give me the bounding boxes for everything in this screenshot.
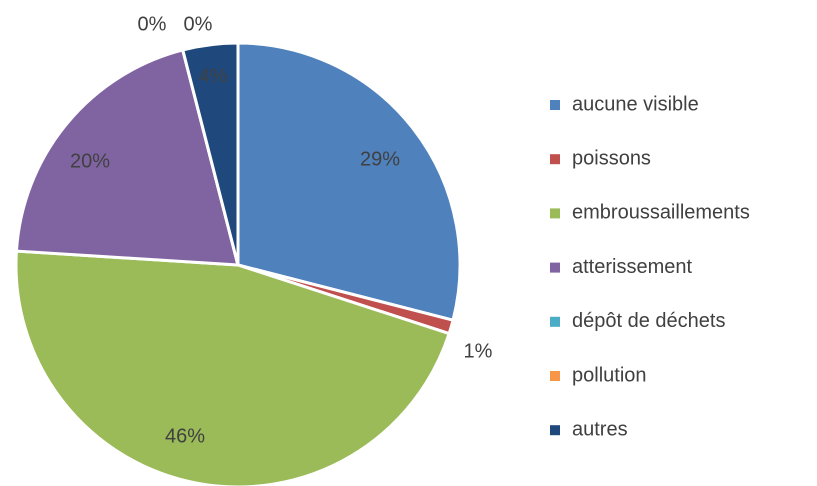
legend-swatch xyxy=(550,316,560,327)
data-label: 0% xyxy=(184,13,213,35)
legend-swatch xyxy=(550,371,560,381)
data-label: 4% xyxy=(199,65,228,87)
legend-label: dépôt de déchets xyxy=(572,310,725,332)
legend-swatch xyxy=(550,262,560,273)
pie-slice xyxy=(14,249,452,486)
legend-swatch xyxy=(550,154,560,165)
legend-swatch xyxy=(550,425,560,436)
data-label: 29% xyxy=(360,148,400,170)
data-label: 1% xyxy=(464,340,493,362)
legend-label: poissons xyxy=(572,147,651,169)
legend-swatch xyxy=(550,100,560,110)
data-label: 46% xyxy=(165,425,205,447)
data-label: 0% xyxy=(138,13,167,35)
legend-label: autres xyxy=(572,418,628,440)
pie-slice xyxy=(180,41,240,266)
data-label: 20% xyxy=(70,150,110,172)
legend-label: pollution xyxy=(572,364,647,386)
pie-slice xyxy=(236,41,462,323)
pie-slice xyxy=(14,48,240,267)
legend-label: aucune visible xyxy=(572,93,699,115)
legend-swatch xyxy=(550,208,560,219)
legend-label: embroussaillements xyxy=(572,202,750,224)
legend-label: atterissement xyxy=(572,256,692,278)
